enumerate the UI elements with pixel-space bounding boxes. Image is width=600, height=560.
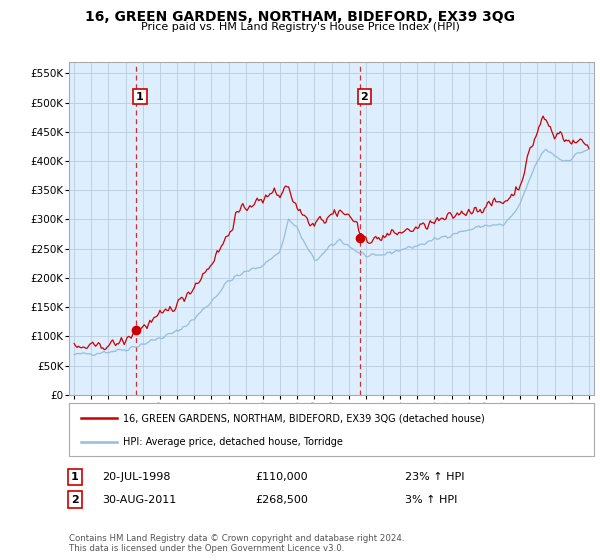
Text: 2: 2 <box>361 92 368 102</box>
Text: 30-AUG-2011: 30-AUG-2011 <box>102 494 176 505</box>
Text: £110,000: £110,000 <box>255 472 308 482</box>
Text: 20-JUL-1998: 20-JUL-1998 <box>102 472 170 482</box>
Text: Price paid vs. HM Land Registry's House Price Index (HPI): Price paid vs. HM Land Registry's House … <box>140 22 460 32</box>
Text: Contains HM Land Registry data © Crown copyright and database right 2024.
This d: Contains HM Land Registry data © Crown c… <box>69 534 404 553</box>
Text: 1: 1 <box>71 472 79 482</box>
Text: 1: 1 <box>136 92 144 102</box>
Text: 16, GREEN GARDENS, NORTHAM, BIDEFORD, EX39 3QG (detached house): 16, GREEN GARDENS, NORTHAM, BIDEFORD, EX… <box>123 413 485 423</box>
Text: HPI: Average price, detached house, Torridge: HPI: Average price, detached house, Torr… <box>123 436 343 446</box>
Text: 2: 2 <box>71 494 79 505</box>
Text: 23% ↑ HPI: 23% ↑ HPI <box>405 472 464 482</box>
Text: 16, GREEN GARDENS, NORTHAM, BIDEFORD, EX39 3QG: 16, GREEN GARDENS, NORTHAM, BIDEFORD, EX… <box>85 10 515 24</box>
Text: £268,500: £268,500 <box>255 494 308 505</box>
Text: 3% ↑ HPI: 3% ↑ HPI <box>405 494 457 505</box>
